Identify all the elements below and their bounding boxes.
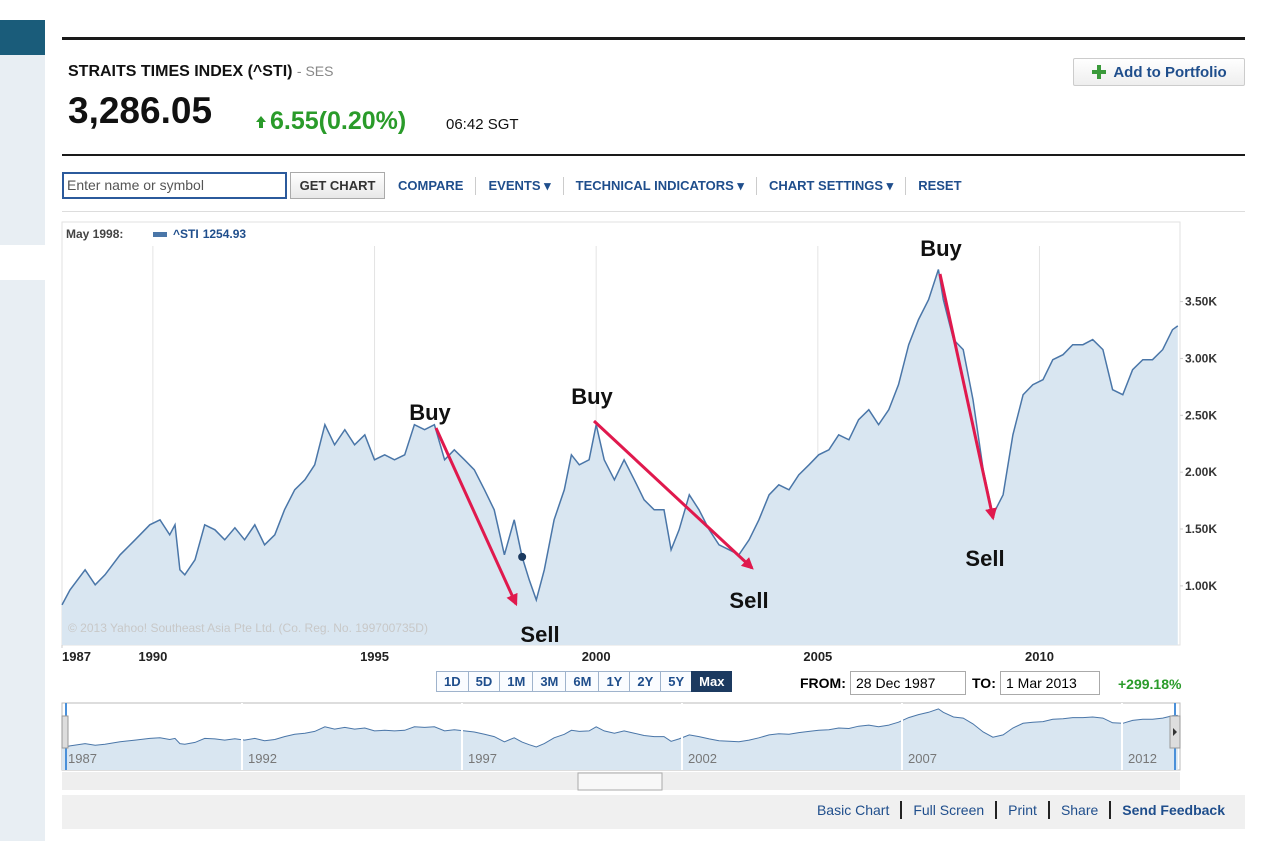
range-button[interactable]: 5Y — [660, 671, 693, 692]
legend-date: May 1998: — [66, 227, 123, 241]
sidebar-panel — [0, 55, 45, 245]
toolbar-link[interactable]: COMPARE — [398, 178, 464, 193]
up-arrow — [256, 116, 266, 128]
annotation: Sell — [520, 622, 559, 647]
plus-icon — [1092, 65, 1107, 79]
toolbar-links: COMPARE EVENTS ▾ TECHNICAL INDICATORS ▾ CHA… — [398, 177, 974, 195]
footer-links: Basic Chart Full Screen Print Share Send Fee… — [806, 801, 1225, 819]
legend-value: 1254.93 — [203, 227, 247, 241]
footer-link[interactable]: Basic Chart — [816, 802, 890, 818]
copyright: © 2013 Yahoo! Southeast Asia Pte Ltd. (C… — [68, 621, 428, 635]
annotation: Buy — [409, 400, 451, 425]
to-input[interactable]: 1 Mar 2013 — [1000, 671, 1100, 695]
rule — [62, 37, 1245, 40]
annotation: Buy — [571, 384, 613, 409]
nav-arrow — [1173, 728, 1177, 736]
range-button[interactable]: 1D — [436, 671, 469, 692]
nav-handle[interactable] — [61, 715, 69, 749]
period-change: +299.18% — [1118, 676, 1182, 692]
footer-link[interactable]: Share — [1047, 801, 1109, 819]
nav-label: 1992 — [248, 751, 277, 766]
x-tick-label: 2005 — [803, 649, 832, 664]
annotation: Sell — [965, 546, 1004, 571]
x-tick-label: 1995 — [360, 649, 389, 664]
toolbar-link[interactable]: EVENTS ▾ — [475, 177, 562, 195]
button-label: Add to Portfolio — [1113, 63, 1227, 81]
title: STRAITS TIMES INDEX (^STI) — [68, 63, 293, 80]
sidebar-tab — [0, 20, 45, 55]
nav-label: 1987 — [68, 751, 97, 766]
annotation: Buy — [920, 236, 962, 261]
hover-point — [518, 552, 527, 561]
nav-label: 2012 — [1128, 751, 1157, 766]
change: 6.55(0.20%) — [270, 107, 407, 135]
legend-name: ^STI — [173, 227, 199, 241]
x-tick-label: 1987 — [62, 649, 91, 664]
annotation: Sell — [729, 588, 768, 613]
rule — [62, 154, 1245, 156]
nav-area — [62, 708, 1178, 770]
y-tick-label: 2.50K — [1185, 408, 1217, 422]
y-tick-label: 3.50K — [1185, 295, 1217, 309]
arrow — [592, 419, 754, 570]
range-buttons: 1D 5D 1M 3M 6M 1Y 2Y 5Y Max — [436, 671, 733, 692]
range-button[interactable]: 2Y — [629, 671, 662, 692]
time: 06:42 SGT — [446, 116, 519, 133]
x-tick-label: 2010 — [1025, 649, 1054, 664]
footer-link[interactable]: Send Feedback — [1109, 801, 1225, 819]
sidebar-panel — [0, 280, 45, 841]
rule — [62, 211, 1245, 212]
arrow — [434, 427, 518, 607]
nav-label: 2007 — [908, 751, 937, 766]
y-tick-label: 3.00K — [1185, 351, 1217, 365]
range-button[interactable]: 1Y — [598, 671, 631, 692]
arrow — [938, 273, 997, 521]
y-tick-label: 2.00K — [1185, 465, 1217, 479]
range-button[interactable]: 5D — [467, 671, 501, 692]
from-label: FROM: — [800, 675, 846, 691]
exchange: - SES — [296, 63, 334, 79]
quote-title: STRAITS TIMES INDEX (^STI) - SES — [68, 63, 334, 81]
nav-label: 2002 — [688, 751, 717, 766]
footer-link[interactable]: Full Screen — [900, 801, 995, 819]
y-tick-label: 1.50K — [1185, 522, 1217, 536]
symbol-input[interactable]: Enter name or symbol — [62, 172, 287, 199]
price: 3,286.05 — [68, 90, 213, 131]
nav-label: 1997 — [468, 751, 497, 766]
to-label: TO: — [972, 675, 996, 691]
range-button[interactable]: 6M — [565, 671, 600, 692]
range-button[interactable]: 3M — [532, 671, 567, 692]
toolbar-link[interactable]: TECHNICAL INDICATORS ▾ — [562, 177, 756, 195]
range-button[interactable]: Max — [691, 671, 733, 692]
legend-swatch — [153, 232, 167, 237]
from-input[interactable]: 28 Dec 1987 — [850, 671, 966, 695]
nav-line — [61, 708, 1178, 749]
scroll-handle[interactable] — [577, 772, 663, 791]
toolbar-link[interactable]: RESET — [905, 177, 973, 195]
legend-entry: ^STI 1254.93 — [173, 227, 246, 241]
x-tick-label: 1990 — [138, 649, 167, 664]
get-chart-button[interactable]: GET CHART — [290, 172, 385, 199]
footer-bar — [62, 795, 1245, 829]
x-tick-label: 2000 — [582, 649, 611, 664]
toolbar-link[interactable]: CHART SETTINGS ▾ — [755, 177, 905, 195]
area-fill — [62, 269, 1178, 645]
range-button[interactable]: 1M — [499, 671, 534, 692]
footer-link[interactable]: Print — [995, 801, 1048, 819]
y-tick-label: 1.00K — [1185, 579, 1217, 593]
add-portfolio-button[interactable]: Add to Portfolio — [1073, 58, 1245, 86]
